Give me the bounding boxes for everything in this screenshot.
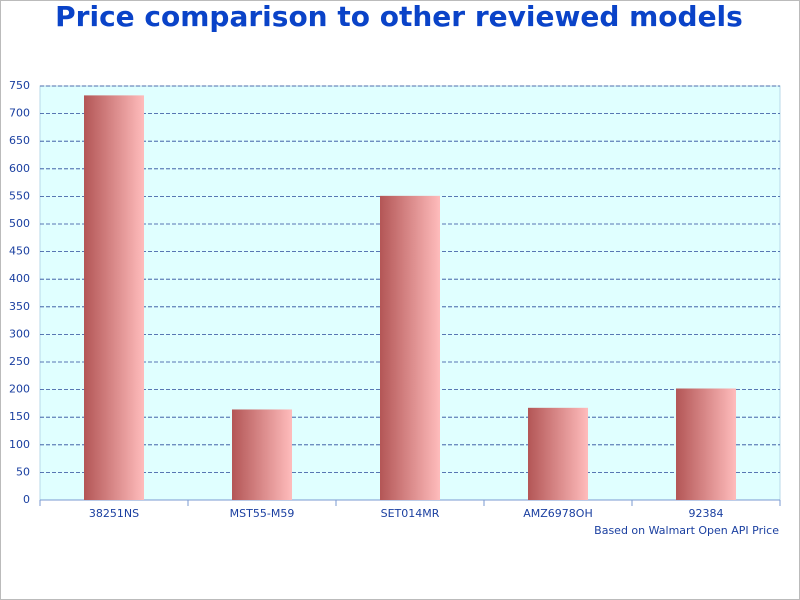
x-tick-label: AMZ6978OH — [523, 507, 592, 520]
y-tick-label: 200 — [9, 383, 30, 396]
y-tick-label: 350 — [9, 300, 30, 313]
x-tick-label: SET014MR — [381, 507, 440, 520]
y-tick-label: 550 — [9, 189, 30, 202]
x-tick-label: 92384 — [689, 507, 724, 520]
y-tick-label: 50 — [16, 465, 30, 478]
y-tick-label: 500 — [9, 217, 30, 230]
y-tick-label: 600 — [9, 162, 30, 175]
chart-title: Price comparison to other reviewed model… — [55, 0, 743, 33]
y-tick-label: 450 — [9, 245, 30, 258]
x-tick-label: 38251NS — [89, 507, 139, 520]
x-tick-label: MST55-M59 — [230, 507, 295, 520]
y-tick-label: 150 — [9, 410, 30, 423]
y-tick-label: 100 — [9, 438, 30, 451]
y-tick-label: 700 — [9, 107, 30, 120]
bar — [380, 195, 440, 500]
y-tick-label: 750 — [9, 79, 30, 92]
bar — [84, 95, 144, 500]
y-tick-label: 250 — [9, 355, 30, 368]
bar — [528, 407, 588, 500]
y-tick-label: 0 — [23, 493, 30, 506]
bar — [232, 409, 292, 500]
y-tick-label: 400 — [9, 272, 30, 285]
bar — [676, 388, 736, 500]
y-tick-label: 300 — [9, 327, 30, 340]
y-tick-label: 650 — [9, 134, 30, 147]
footnote: Based on Walmart Open API Price — [594, 524, 779, 537]
